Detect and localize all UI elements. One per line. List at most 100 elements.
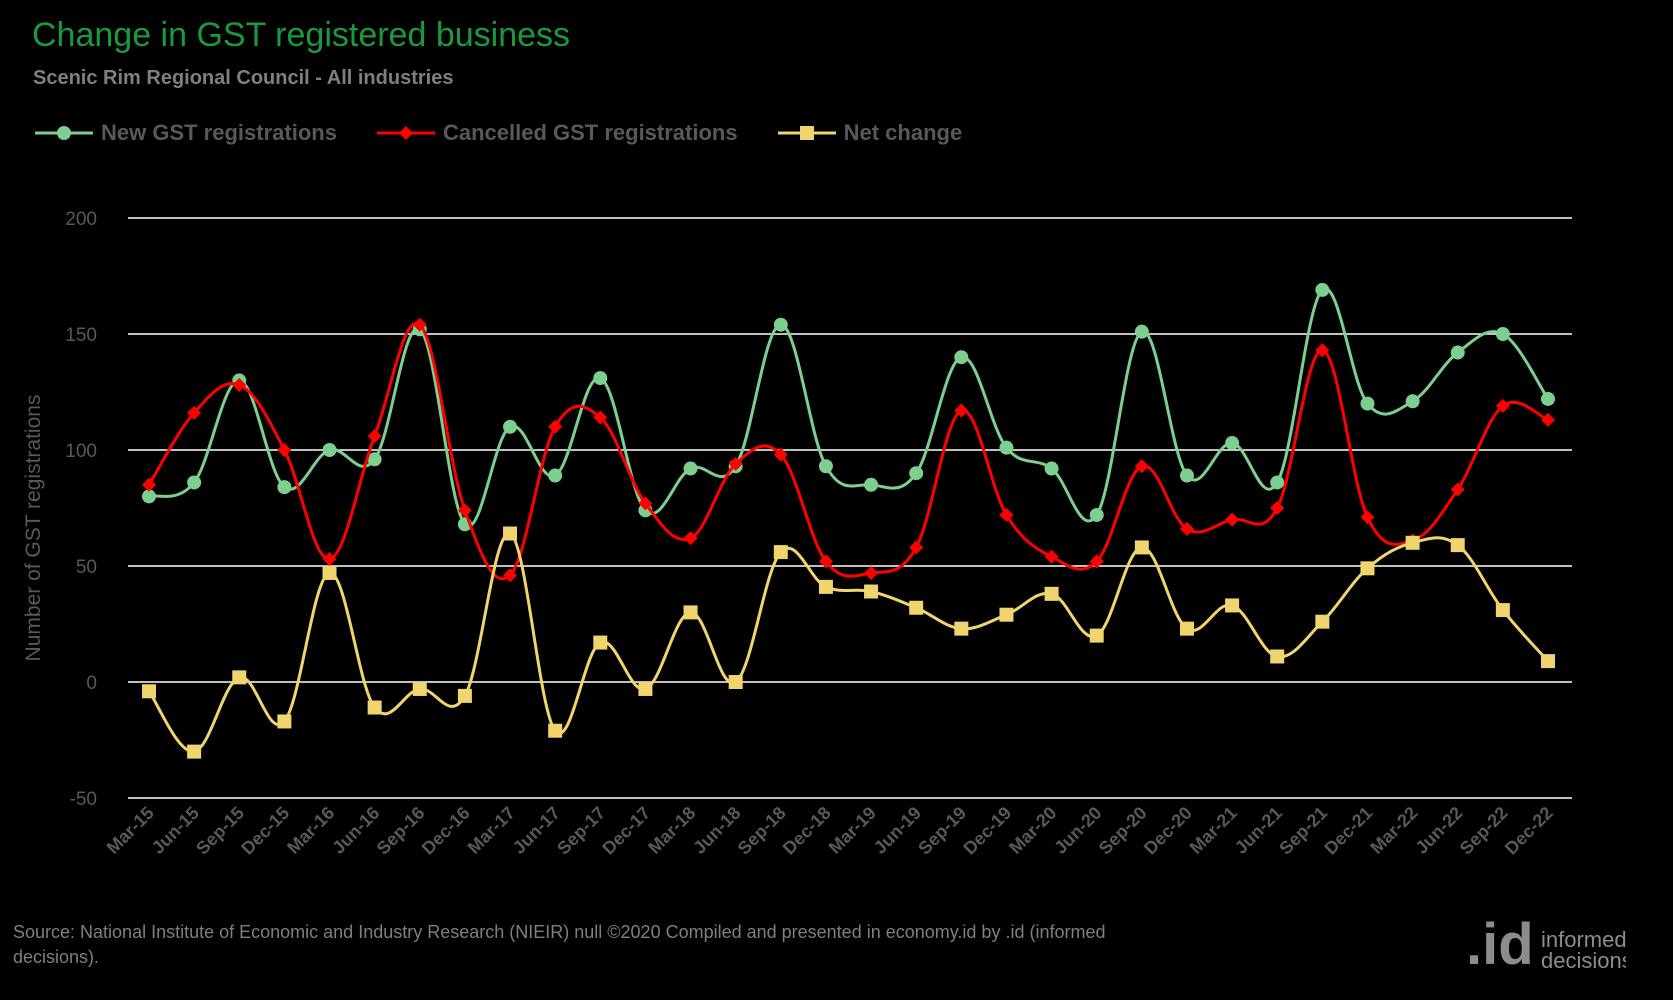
data-point[interactable] [457, 688, 472, 703]
data-point[interactable] [593, 371, 608, 386]
data-point[interactable] [638, 681, 653, 696]
data-point[interactable] [1270, 649, 1285, 664]
data-point[interactable] [773, 447, 788, 462]
data-point[interactable] [142, 684, 156, 699]
data-point[interactable] [1270, 501, 1285, 515]
y-tick-label: 50 [76, 557, 97, 578]
data-point[interactable] [1360, 561, 1375, 576]
data-point[interactable] [909, 540, 924, 555]
data-point[interactable] [187, 475, 202, 490]
data-point[interactable] [1450, 345, 1465, 360]
data-point[interactable] [277, 443, 292, 457]
data-point[interactable] [1450, 538, 1465, 553]
data-point[interactable] [1225, 598, 1240, 613]
data-point[interactable] [1541, 412, 1555, 427]
data-point[interactable] [954, 350, 969, 365]
data-point[interactable] [503, 526, 518, 541]
data-point[interactable] [548, 723, 563, 738]
data-point[interactable] [1495, 603, 1510, 618]
data-point[interactable] [1179, 468, 1194, 483]
data-point[interactable] [864, 477, 879, 492]
data-point[interactable] [773, 317, 788, 332]
data-point[interactable] [864, 584, 879, 599]
data-point[interactable] [142, 489, 156, 504]
data-point[interactable] [818, 554, 833, 569]
data-point[interactable] [187, 744, 202, 759]
data-point[interactable] [322, 443, 337, 457]
legend-swatch-net [777, 126, 836, 140]
data-point[interactable] [1179, 521, 1194, 536]
legend-item-new[interactable]: New GST registrations [35, 120, 337, 146]
data-point[interactable] [1089, 507, 1104, 522]
data-point[interactable] [232, 670, 247, 685]
data-point[interactable] [232, 378, 247, 393]
data-point[interactable] [1044, 549, 1059, 564]
source-note: Source: National Institute of Economic a… [13, 922, 1106, 967]
data-point[interactable] [999, 607, 1014, 622]
data-point[interactable] [412, 317, 427, 332]
data-point[interactable] [142, 477, 156, 492]
data-point[interactable] [954, 621, 969, 636]
data-point[interactable] [1225, 512, 1240, 527]
data-point[interactable] [1179, 621, 1194, 636]
data-point[interactable] [1405, 394, 1420, 409]
data-point[interactable] [322, 565, 337, 580]
data-point[interactable] [683, 605, 698, 620]
data-point[interactable] [1089, 628, 1104, 643]
data-point[interactable] [277, 480, 292, 495]
data-point[interactable] [1450, 482, 1465, 497]
data-point[interactable] [638, 496, 653, 511]
data-point[interactable] [593, 635, 608, 650]
legend-item-net[interactable]: Net change [777, 120, 962, 146]
data-point[interactable] [1405, 535, 1420, 550]
data-point[interactable] [1541, 654, 1555, 669]
data-point[interactable] [954, 403, 969, 418]
data-point[interactable] [457, 503, 472, 518]
data-point[interactable] [503, 568, 518, 583]
data-point[interactable] [683, 461, 698, 476]
data-point[interactable] [818, 579, 833, 594]
x-tick-label: Mar-22 [1366, 803, 1421, 858]
data-point[interactable] [367, 452, 382, 467]
data-point[interactable] [1360, 396, 1375, 411]
data-point[interactable] [1360, 510, 1375, 525]
data-point[interactable] [773, 545, 788, 560]
data-point[interactable] [1541, 391, 1555, 406]
data-point[interactable] [277, 714, 292, 729]
data-point[interactable] [1134, 324, 1149, 339]
data-point[interactable] [1134, 459, 1149, 474]
data-point[interactable] [728, 675, 743, 689]
data-point[interactable] [1315, 282, 1330, 297]
x-tick-label: Mar-17 [464, 803, 519, 858]
data-point[interactable] [683, 531, 698, 546]
data-point[interactable] [1089, 554, 1104, 569]
data-point[interactable] [1495, 398, 1510, 413]
y-axis: -50 0 50 100 150 200 [65, 209, 97, 810]
data-point[interactable] [322, 552, 337, 567]
data-point[interactable] [367, 700, 382, 715]
data-point[interactable] [818, 459, 833, 474]
data-point[interactable] [503, 419, 518, 434]
data-point[interactable] [1044, 461, 1059, 476]
data-point[interactable] [864, 565, 879, 580]
data-point[interactable] [728, 456, 743, 471]
data-point[interactable] [999, 507, 1014, 522]
data-point[interactable] [999, 440, 1014, 455]
data-point[interactable] [548, 419, 563, 434]
data-point[interactable] [548, 468, 563, 483]
legend-item-cancelled[interactable]: Cancelled GST registrations [376, 120, 738, 146]
data-point[interactable] [1134, 540, 1149, 555]
data-point[interactable] [412, 681, 427, 696]
data-point[interactable] [593, 410, 608, 425]
data-point[interactable] [1315, 614, 1330, 629]
x-tick-label: Sep-16 [373, 803, 429, 859]
data-point[interactable] [187, 405, 202, 420]
data-point[interactable] [367, 429, 382, 444]
data-point[interactable] [1315, 343, 1330, 358]
data-point[interactable] [1495, 327, 1510, 341]
data-point[interactable] [1225, 436, 1240, 451]
data-point[interactable] [1270, 475, 1285, 490]
data-point[interactable] [1044, 586, 1059, 601]
data-point[interactable] [909, 466, 924, 481]
data-point[interactable] [909, 600, 924, 615]
